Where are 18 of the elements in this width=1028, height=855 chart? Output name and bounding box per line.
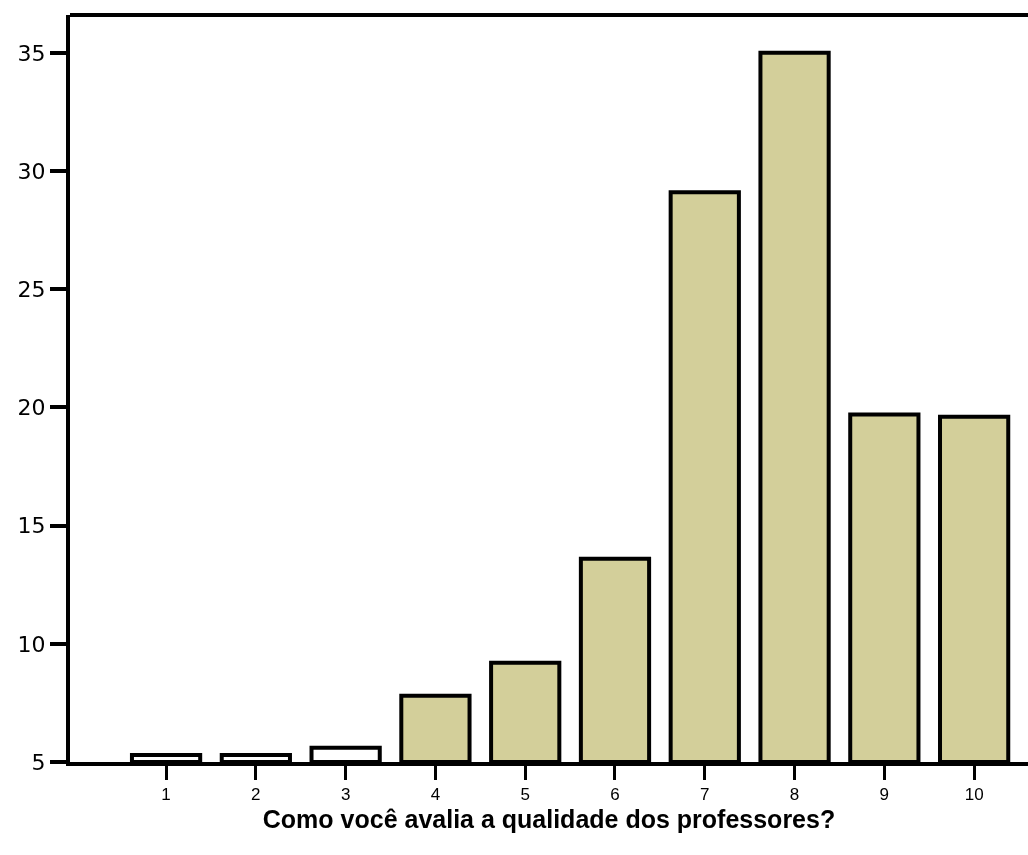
x-tick-label: 8 xyxy=(789,785,800,805)
x-tick-label: 5 xyxy=(520,785,530,805)
x-tick-label: 2 xyxy=(251,785,261,805)
x-tick-label: 4 xyxy=(430,785,441,805)
x-tick-label: 1 xyxy=(161,785,171,805)
x-tick-label: 3 xyxy=(340,785,351,805)
x-tick-label: 7 xyxy=(700,785,710,805)
y-tick-label: 10 xyxy=(17,631,46,657)
x-tick-label: 10 xyxy=(964,785,984,805)
y-tick-label: 25 xyxy=(17,276,46,302)
x-tick-label: 6 xyxy=(610,785,620,805)
y-tick-label: 35 xyxy=(17,40,46,66)
y-tick-label: 15 xyxy=(17,513,46,539)
y-tick-label: 20 xyxy=(17,395,46,421)
x-tick-label: 9 xyxy=(879,785,890,805)
x-axis-title: Como você avalia a qualidade dos professores? xyxy=(262,804,836,833)
y-tick-label: 5 xyxy=(31,749,46,775)
y-tick-label: 30 xyxy=(17,158,46,184)
